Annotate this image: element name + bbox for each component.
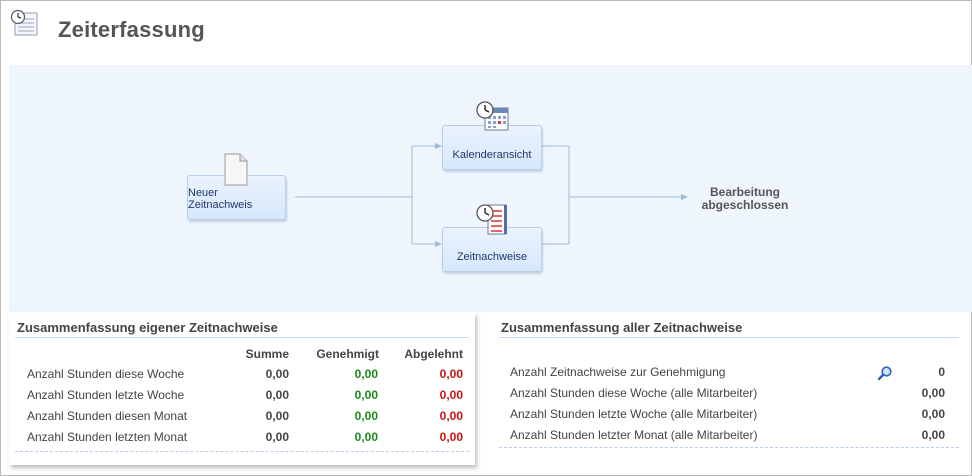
divider — [15, 337, 469, 338]
rejected-value: 0,00 — [439, 409, 463, 423]
row-label: Anzahl Zeitnachweise zur Genehmigung — [510, 365, 726, 379]
document-icon — [224, 153, 248, 186]
column-header-sum: Summe — [245, 347, 289, 361]
new-timesheet-label: Neuer Zeitnachweis — [188, 187, 253, 211]
divider — [499, 447, 959, 448]
row-value: 0,00 — [921, 407, 945, 421]
page-title: Zeiterfassung — [58, 17, 205, 42]
sum-value: 0,00 — [265, 409, 289, 423]
workflow-diagram: Neuer Zeitnachweis Kalenderansicht Zeitn… — [9, 65, 972, 312]
row-label: Anzahl Stunden letzte Woche (alle Mitarb… — [510, 407, 758, 421]
workflow-end-label: Bearbeitung abgeschlossen — [685, 186, 805, 212]
column-header-approved: Genehmigt — [316, 347, 379, 361]
row-value: 0,00 — [921, 386, 945, 400]
pending-approvals-value: 0 — [938, 365, 945, 379]
divider — [499, 337, 959, 338]
rejected-value: 0,00 — [439, 430, 463, 444]
all-summary-panel: Zusammenfassung aller Zeitnachweise Anza… — [493, 313, 965, 465]
timesheet-list-icon — [476, 204, 507, 235]
sum-value: 0,00 — [265, 430, 289, 444]
row-label: Anzahl Stunden letzte Woche — [27, 388, 185, 402]
divider — [15, 451, 469, 452]
sum-value: 0,00 — [265, 388, 289, 402]
row-label: Anzahl Stunden diesen Monat — [27, 409, 188, 423]
rejected-value: 0,00 — [439, 388, 463, 402]
approved-value: 0,00 — [354, 409, 378, 423]
row-label: Anzahl Stunden letzter Monat (alle Mitar… — [510, 428, 758, 442]
approved-value: 0,00 — [354, 430, 378, 444]
calendar-clock-icon — [476, 101, 509, 131]
calendar-view-label: Kalenderansicht — [452, 149, 532, 161]
row-label: Anzahl Stunden diese Woche (alle Mitarbe… — [510, 386, 758, 400]
calendar-view-button[interactable]: Kalenderansicht — [442, 125, 542, 170]
search-icon[interactable] — [877, 365, 893, 381]
timesheets-label: Zeitnachweise — [456, 251, 528, 263]
approved-value: 0,00 — [354, 367, 378, 381]
row-label: Anzahl Stunden diese Woche — [27, 367, 185, 381]
workflow-end-line1: Bearbeitung — [709, 185, 780, 199]
workflow-end-line2: abgeschlossen — [701, 198, 789, 212]
rejected-value: 0,00 — [439, 367, 463, 381]
own-summary-title: Zusammenfassung eigener Zeitnachweise — [17, 320, 278, 335]
row-label: Anzahl Stunden letzten Monat — [27, 430, 188, 444]
row-value: 0,00 — [921, 428, 945, 442]
all-summary-title: Zusammenfassung aller Zeitnachweise — [501, 320, 743, 335]
approved-value: 0,00 — [354, 388, 378, 402]
column-header-rejected: Abgelehnt — [404, 347, 463, 361]
workflow-connectors — [295, 143, 688, 247]
timesheet-icon — [10, 9, 38, 36]
sum-value: 0,00 — [265, 367, 289, 381]
own-summary-panel: Zusammenfassung eigener Zeitnachweise Su… — [9, 313, 475, 465]
